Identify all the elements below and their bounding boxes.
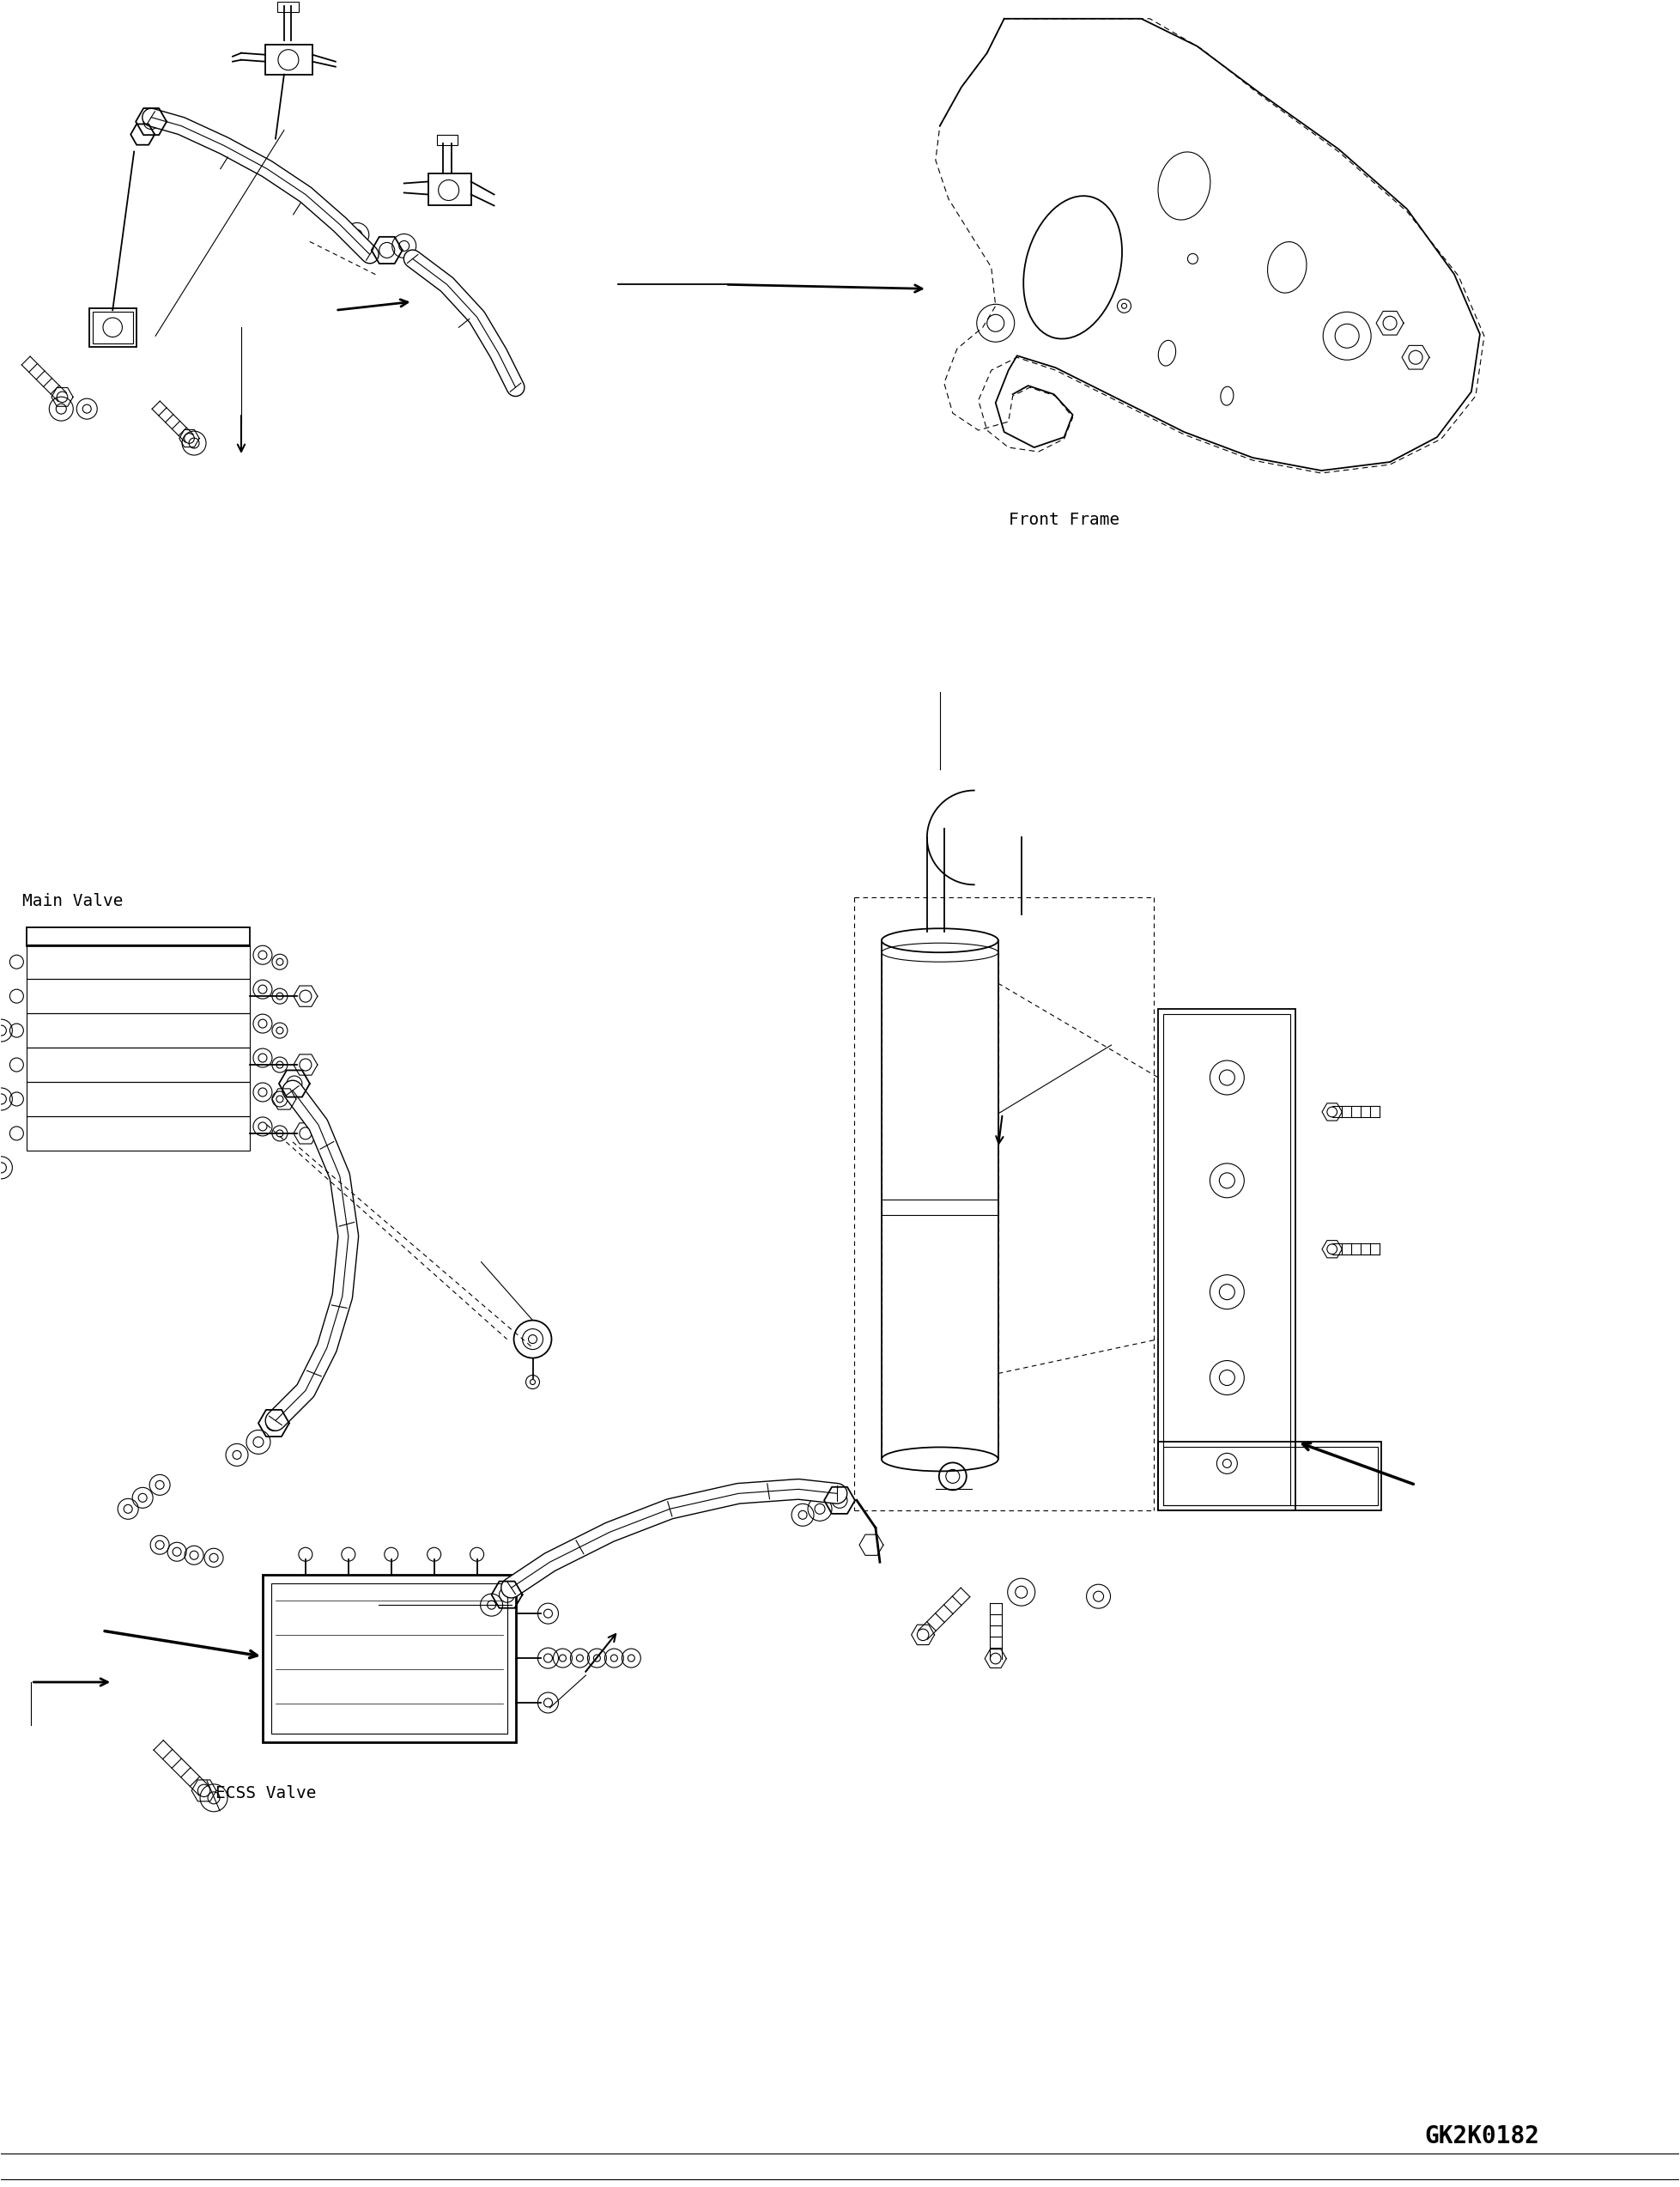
Text: Front Frame: Front Frame	[1008, 512, 1119, 527]
Bar	[277, 2, 299, 11]
Bar	[27, 980, 250, 1013]
Bar	[27, 1013, 250, 1048]
Bar	[27, 1048, 250, 1083]
Bar	[1159, 1008, 1295, 1511]
Bar	[437, 133, 457, 144]
Bar	[1164, 1448, 1378, 1505]
Bar	[265, 44, 312, 74]
Text: ECSS Valve: ECSS Valve	[215, 1785, 316, 1802]
Bar	[27, 945, 250, 980]
Bar	[92, 311, 133, 343]
Bar	[1164, 1015, 1290, 1505]
Bar	[27, 1115, 250, 1150]
Bar	[1159, 1441, 1381, 1511]
Bar	[89, 308, 136, 348]
Bar	[27, 927, 250, 947]
Bar	[270, 1583, 507, 1734]
Bar	[27, 1083, 250, 1115]
Bar	[262, 1575, 516, 1743]
Bar	[428, 173, 470, 206]
Text: GK2K0182: GK2K0182	[1425, 2124, 1539, 2148]
Text: Main Valve: Main Valve	[22, 892, 124, 910]
